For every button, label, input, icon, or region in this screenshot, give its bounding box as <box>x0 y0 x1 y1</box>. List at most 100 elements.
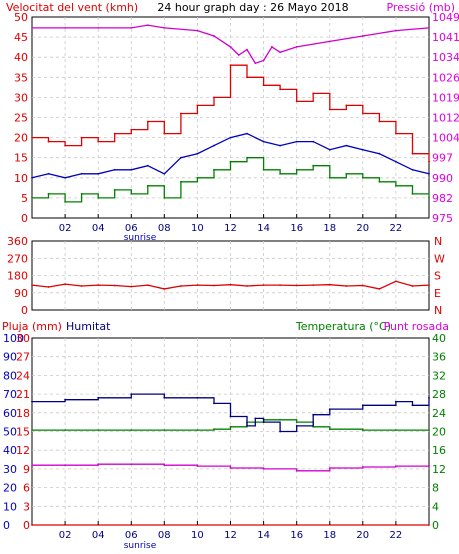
wind-min-line-point <box>64 201 66 203</box>
wind-speed-line-point <box>428 172 430 175</box>
wind-speed-line-point <box>229 136 232 139</box>
humidity-line-point <box>64 398 66 401</box>
pressure-tick-label: 1012 <box>432 112 459 125</box>
temperature-tick-label: 12 <box>432 463 446 476</box>
direction-tick-label: 180 <box>7 270 28 283</box>
wind-speed-line-point <box>146 164 149 167</box>
wind-min-line-point <box>80 193 83 195</box>
rain-axis-label: Pluja (mm) <box>2 320 62 333</box>
x-tick-label: 22 <box>390 530 403 541</box>
wind-x-ticks: 02 04 06 08 10 12 14 16 18 20 22 <box>59 214 403 234</box>
pressure-line-point <box>229 46 232 48</box>
wind-speed-line-point <box>196 152 199 155</box>
wind-tick-label: 20 <box>14 132 28 145</box>
direction-line-point <box>229 283 232 286</box>
x-tick-label: 12 <box>224 530 237 541</box>
pressure-line-point <box>196 29 199 32</box>
wind-gust-line-point <box>378 120 381 123</box>
rain-tick-label: 21 <box>16 388 30 401</box>
humidity-tick-label: 0 <box>3 519 10 532</box>
wind-min-line-point <box>262 168 265 171</box>
x-tick-label: 12 <box>224 223 237 234</box>
direction-line-point <box>279 284 281 286</box>
wind-speed-line-point <box>31 176 33 179</box>
pressure-line-point <box>395 29 397 32</box>
pressure-line-point <box>295 46 298 48</box>
x-tick-label: 20 <box>356 223 369 234</box>
wind-tick-label: 10 <box>14 172 28 185</box>
x-tick-label: 06 <box>125 223 138 234</box>
temperature-tick-label: 32 <box>432 369 446 382</box>
x-tick-label: 20 <box>356 530 369 541</box>
temperature-line-point <box>130 429 133 431</box>
direction-line-point <box>378 288 381 290</box>
direction-line-point <box>213 284 215 287</box>
temperature-right-ticks: 0 4 8 12 16 20 24 28 32 36 40 <box>432 332 446 532</box>
wind-speed-line-point <box>97 172 100 175</box>
dew-point-line-point <box>64 464 66 467</box>
rain-tick-label: 12 <box>16 444 30 457</box>
wind-gust-line-point <box>163 132 166 135</box>
dew-point-line-point <box>229 467 232 469</box>
wind-gust-line-point <box>279 88 281 91</box>
humidity-line-point <box>411 404 414 407</box>
pressure-tick-label: 1019 <box>432 91 459 104</box>
humidity-line-point <box>31 400 33 403</box>
chart-title: 24 hour graph day : 26 Mayo 2018 <box>157 1 348 14</box>
wind-speed-line-point <box>47 172 50 175</box>
wind-min-line-point <box>378 180 381 183</box>
dew-point-line-point <box>395 465 397 467</box>
wind-min-line-point <box>229 160 232 163</box>
pressure-line-point <box>130 27 133 29</box>
humidity-line-point <box>97 396 100 399</box>
wind-gust-line-point <box>345 104 348 107</box>
temperature-tick-label: 0 <box>432 519 439 532</box>
direction-line-point <box>31 284 33 286</box>
humidity-line-point <box>295 425 298 427</box>
pressure-tick-label: 1004 <box>432 132 459 145</box>
rain-tick-label: 30 <box>16 332 30 345</box>
compass-tick-label: N <box>434 235 442 248</box>
dew-point-line-point <box>428 464 430 467</box>
humidity-line-point <box>328 408 331 410</box>
pressure-line-point <box>146 24 149 26</box>
compass-tick-label: E <box>434 287 441 300</box>
rain-tick-label: 24 <box>16 369 30 382</box>
wind-gust-line-point <box>428 160 430 163</box>
dew-point-line-point <box>328 467 331 469</box>
pressure-line-point <box>279 51 281 54</box>
wind-gust-line-point <box>361 112 364 115</box>
temperature-tick-label: 8 <box>432 482 439 495</box>
dew-point-line-point <box>163 464 166 467</box>
rain-tick-label: 15 <box>16 426 30 439</box>
x-tick-label: 10 <box>191 223 204 234</box>
wind-gust-line-point <box>411 152 414 155</box>
wind-speed-line-point <box>378 152 381 155</box>
wind-speed-line-point <box>246 132 248 135</box>
temperature-line-point <box>196 429 199 431</box>
humidity-line-point <box>312 413 315 416</box>
wind-min-line-point <box>213 168 215 171</box>
rain-line-point <box>31 524 33 526</box>
humidity-line-point <box>262 421 265 423</box>
x-tick-label: 18 <box>323 530 336 541</box>
pressure-tick-label: 975 <box>432 212 453 225</box>
wind-gust-line-point <box>262 84 265 87</box>
humidity-line-point <box>395 400 397 403</box>
wind-axis-label: Velocitat del vent (kmh) <box>6 1 138 14</box>
wind-speed-line-point <box>312 140 315 143</box>
direction-line-point <box>64 283 66 285</box>
wind-gust-line-point <box>295 100 298 103</box>
pressure-line-point <box>361 35 364 37</box>
x-tick-label: 14 <box>257 223 270 234</box>
wind-speed-line-point <box>80 172 83 175</box>
direction-tick-label: 360 <box>7 235 28 248</box>
x-tick-label: 16 <box>290 530 303 541</box>
direction-series <box>31 280 430 290</box>
wind-gust-line-point <box>395 132 397 135</box>
x-tick-label: 22 <box>390 223 403 234</box>
pressure-tick-label: 997 <box>432 152 453 165</box>
